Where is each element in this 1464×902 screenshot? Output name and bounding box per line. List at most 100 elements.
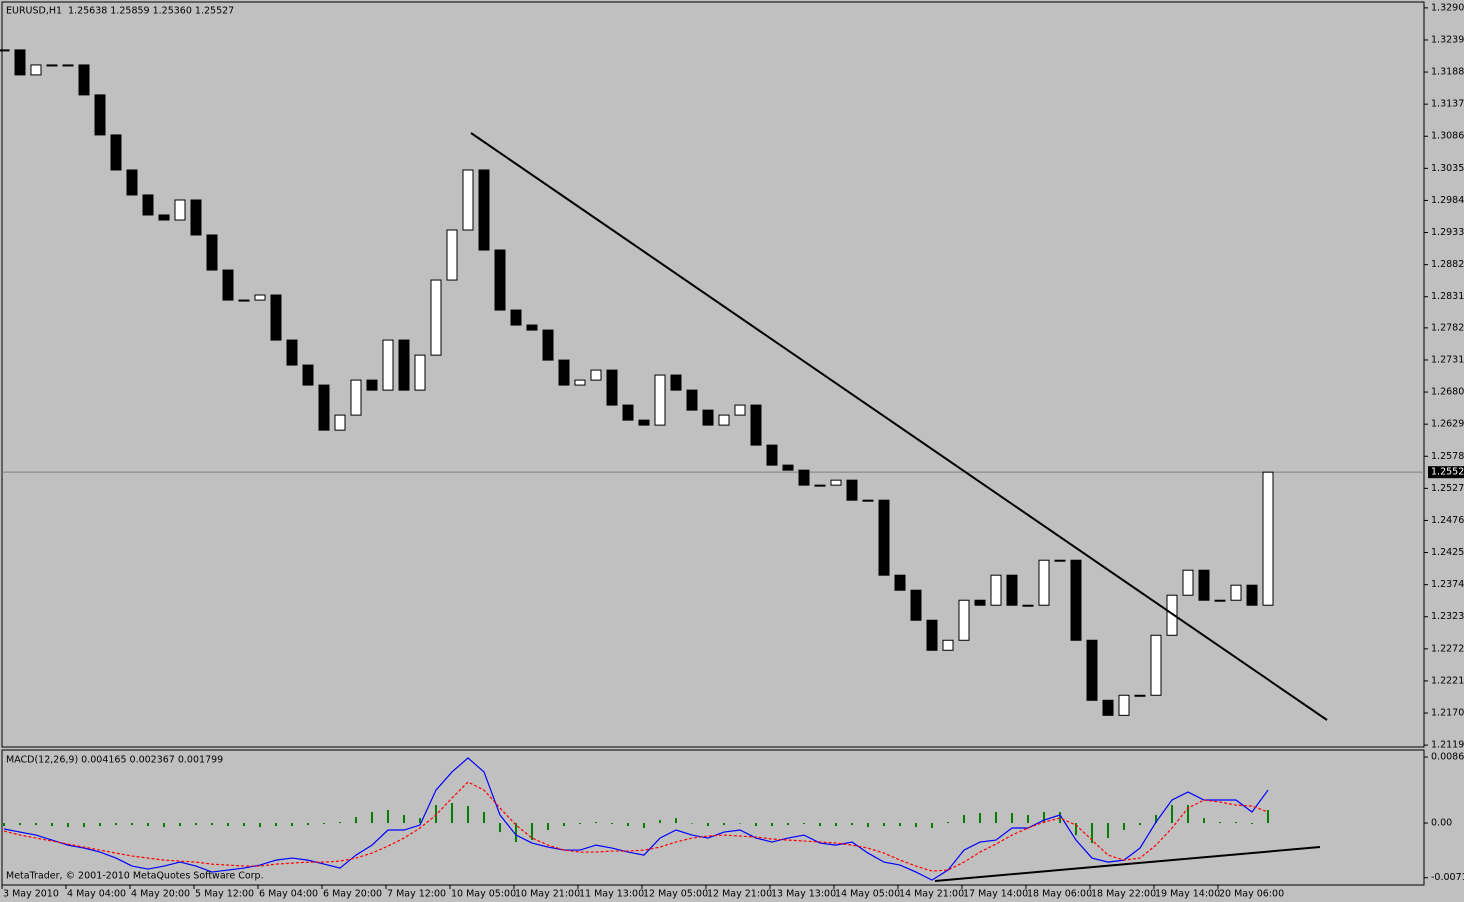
- candle: [1262, 471, 1274, 606]
- y-tick-label: 1.22210: [1431, 675, 1464, 686]
- histogram-bar: [147, 823, 149, 827]
- candle: [670, 374, 682, 391]
- candle: [318, 384, 330, 431]
- candle: [174, 199, 186, 221]
- histogram-bar: [67, 823, 69, 828]
- candle: [910, 589, 922, 621]
- histogram-bar: [739, 823, 741, 824]
- histogram-bar: [723, 823, 725, 826]
- histogram-bar: [163, 823, 165, 828]
- y-tick-label: 1.27820: [1431, 322, 1464, 333]
- candle: [62, 64, 74, 67]
- candle: [942, 639, 954, 651]
- candle: [990, 574, 1002, 606]
- candle: [798, 469, 810, 486]
- histogram-bar: [83, 823, 85, 828]
- symbol-title: EURUSD,H1: [6, 6, 62, 17]
- y-tick-label: 1.29845: [1431, 195, 1464, 206]
- macd-line: [3, 781, 1269, 872]
- candle: [590, 369, 602, 381]
- candle: [494, 249, 506, 311]
- histogram-bar: [99, 823, 101, 827]
- y-tick-label: 1.30355: [1431, 163, 1464, 174]
- histogram-bar: [339, 822, 341, 824]
- histogram-bar: [915, 823, 917, 828]
- y-tick-label: 1.26800: [1431, 387, 1464, 398]
- price-panel-frame: [1, 1, 1425, 748]
- histogram-bar: [371, 812, 373, 824]
- candle: [0, 49, 10, 52]
- candle: [542, 329, 554, 361]
- y-tick-label: 1.29335: [1431, 227, 1464, 238]
- x-tick-label: 11 May 13:00: [579, 889, 644, 900]
- candle: [894, 574, 906, 591]
- histogram-bar: [275, 823, 277, 827]
- histogram-bar: [1267, 810, 1269, 824]
- candle: [1054, 559, 1066, 562]
- histogram-bar: [19, 823, 21, 826]
- candle: [446, 229, 458, 281]
- y-tick-label: 1.24250: [1431, 547, 1464, 558]
- y-tick-label: 0.008624: [1431, 752, 1464, 763]
- histogram-bar: [419, 818, 421, 824]
- x-tick-label: 10 May 05:00: [451, 889, 516, 900]
- histogram-bar: [3, 823, 5, 827]
- histogram-bar: [643, 823, 645, 829]
- candle: [1006, 574, 1018, 606]
- histogram-bar: [771, 823, 773, 827]
- histogram-bar: [547, 823, 549, 831]
- histogram-bar: [611, 823, 613, 825]
- histogram-bar: [579, 823, 581, 825]
- y-tick-label: 1.23740: [1431, 579, 1464, 590]
- candle: [366, 379, 378, 391]
- candle: [1070, 559, 1082, 641]
- histogram-bar: [1155, 815, 1157, 824]
- y-tick-label: 1.27310: [1431, 354, 1464, 365]
- macd-panel-frame: [1, 749, 1425, 886]
- candle: [686, 389, 698, 411]
- histogram-bar: [851, 823, 853, 826]
- x-tick-label: 20 May 06:00: [1219, 889, 1284, 900]
- candle: [382, 339, 394, 391]
- footer: MetaTrader, © 2001-2010 MetaQuotes Softw…: [6, 871, 264, 882]
- histogram-bar: [1091, 823, 1093, 844]
- histogram-bar: [595, 822, 597, 824]
- candle: [78, 64, 90, 96]
- histogram-bar: [451, 803, 453, 824]
- candle: [958, 599, 970, 641]
- candle: [878, 499, 890, 576]
- candle: [510, 309, 522, 326]
- histogram-bar: [131, 823, 133, 826]
- candle: [126, 169, 138, 196]
- candle: [1086, 639, 1098, 701]
- x-tick-label: 7 May 12:00: [387, 889, 446, 900]
- candle: [46, 64, 58, 67]
- histogram-bar: [931, 823, 933, 829]
- histogram-bar: [1187, 805, 1189, 824]
- x-tick-label: 18 May 06:00: [1027, 889, 1092, 900]
- candle: [782, 464, 794, 471]
- candle: [1246, 584, 1258, 606]
- candle: [1038, 559, 1050, 606]
- y-tick-label: 1.21700: [1431, 708, 1464, 719]
- histogram-bar: [867, 823, 869, 828]
- histogram-bar: [355, 817, 357, 824]
- y-tick-label: 1.32395: [1431, 34, 1464, 45]
- candle: [814, 484, 826, 487]
- candle: [606, 369, 618, 406]
- x-tick-label: 12 May 21:00: [707, 889, 772, 900]
- candle: [574, 379, 586, 386]
- histogram-bar: [755, 823, 757, 827]
- histogram-bar: [835, 823, 837, 827]
- candle: [350, 379, 362, 416]
- candle: [286, 339, 298, 366]
- candle: [526, 324, 538, 331]
- candle: [1134, 694, 1146, 697]
- histogram-bar: [387, 810, 389, 824]
- candle: [862, 499, 874, 502]
- histogram-bar: [323, 823, 325, 825]
- y-tick-label: 1.22720: [1431, 643, 1464, 654]
- x-tick-label: 6 May 04:00: [259, 889, 318, 900]
